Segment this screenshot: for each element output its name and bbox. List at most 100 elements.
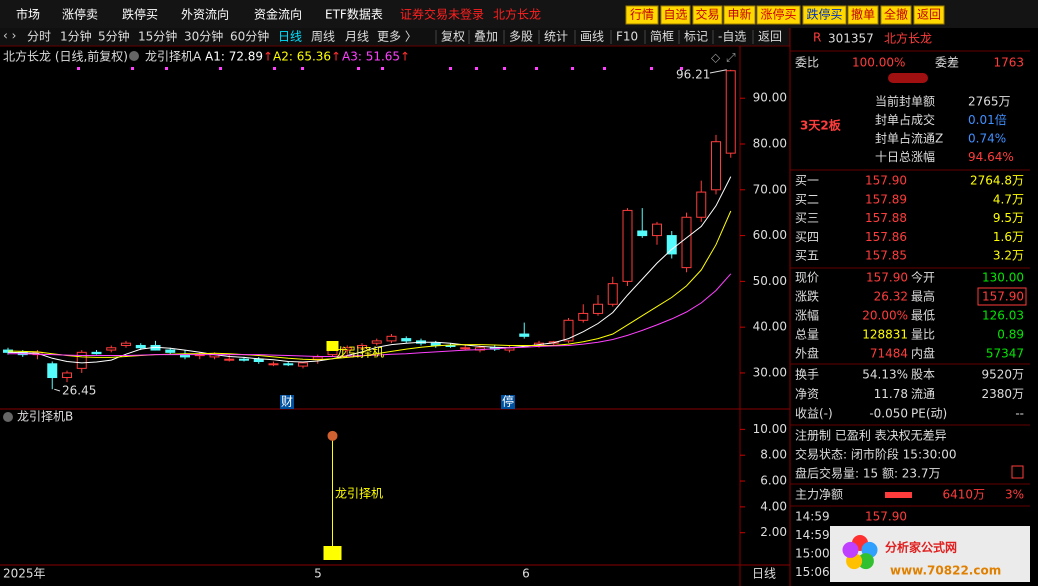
signal-text: 龙引择机 <box>335 487 383 501</box>
period-tab: 30分钟 <box>184 29 223 44</box>
period-tab: 1分钟 <box>60 29 92 44</box>
value: 2765万 <box>968 95 1011 109</box>
label: 净资 <box>795 387 819 401</box>
high-label: 96.21 <box>676 68 710 82</box>
tool-button: 多股 <box>509 30 533 44</box>
label: 今开 <box>911 270 935 285</box>
button-bg[interactable] <box>625 5 659 25</box>
logo-petal <box>857 553 874 570</box>
value: 157.89 <box>865 192 907 206</box>
value: 128831 <box>862 328 908 342</box>
ma-line <box>7 176 732 364</box>
y-tick-label: 40.00 <box>753 320 787 334</box>
candle-body <box>253 358 264 363</box>
value: 0.74% <box>968 132 1006 146</box>
label: 收益(-) <box>795 407 833 421</box>
chart-icon[interactable] <box>1011 465 1024 479</box>
period-tab: 15分钟 <box>138 29 177 44</box>
value: 54.13% <box>862 368 908 382</box>
value: 130.00 <box>982 271 1024 285</box>
icon[interactable] <box>129 51 139 61</box>
label: 涨幅 <box>795 308 819 323</box>
candle-body <box>283 363 294 366</box>
label: 买四 <box>795 230 819 244</box>
value: 0.01倍 <box>968 112 1007 127</box>
tool-button: 复权 <box>441 30 465 44</box>
y-tick-label: 8.00 <box>760 448 787 462</box>
value: 71484 <box>870 347 908 361</box>
label: 买二 <box>795 192 819 206</box>
logo-title: 分析家公式网 <box>885 540 957 555</box>
candle-body <box>563 319 574 342</box>
label: 涨跌 <box>795 289 819 304</box>
button: 交易 <box>695 7 719 22</box>
menu-item: 资金流向 <box>254 7 302 22</box>
candle-body <box>519 333 530 337</box>
y-tick-label: 10.00 <box>753 422 787 436</box>
candle-body <box>47 363 58 379</box>
button-bg[interactable] <box>802 5 847 25</box>
label: 最高 <box>911 289 935 304</box>
period-tab: 更多 〉 <box>377 30 417 44</box>
label: 当前封单额 <box>875 94 935 109</box>
candle-body <box>62 372 72 379</box>
menu-item: 市场 <box>16 7 40 22</box>
candle-body <box>298 362 308 367</box>
tick-time: 14:59 <box>795 528 830 542</box>
value: 126.03 <box>982 309 1024 323</box>
value: 157.90 <box>866 271 908 285</box>
y-tick-label: 30.00 <box>753 365 787 379</box>
value: 4.7万 <box>993 192 1024 206</box>
button: 行情 <box>630 8 654 22</box>
value: 157.88 <box>865 211 907 225</box>
value: 2380万 <box>981 387 1024 401</box>
value: 94.64% <box>968 150 1014 164</box>
button: 全撤 <box>884 7 908 22</box>
icon[interactable] <box>3 412 13 422</box>
note: 交易状态: 闭市阶段 15:30:00 <box>795 447 957 462</box>
candle-body <box>666 235 677 255</box>
nav-icon[interactable]: ‹ › <box>3 29 16 43</box>
button-bg[interactable] <box>847 5 879 25</box>
button-bg[interactable] <box>880 5 912 25</box>
value: 2764.8万 <box>970 174 1024 188</box>
chart-title: 北方长龙 (日线,前复权) <box>3 49 128 64</box>
y-tick-label: 4.00 <box>760 499 787 513</box>
value: -- <box>1015 407 1024 421</box>
candle-body <box>622 209 633 282</box>
legend-label: A3: 51.65 <box>342 50 400 64</box>
button-bg[interactable] <box>660 5 691 25</box>
x-label: 5 <box>314 567 322 581</box>
flow-bar <box>885 492 912 498</box>
y-tick-label: 80.00 <box>753 137 787 151</box>
button-bg[interactable] <box>723 5 756 25</box>
tool-button: -自选 <box>718 30 746 44</box>
button-bg[interactable] <box>913 5 945 25</box>
candle-body <box>401 338 412 342</box>
button: 申新 <box>727 7 751 22</box>
candle-body <box>652 223 662 237</box>
legend-label: A1: 72.89 <box>205 50 263 64</box>
value: 157.90 <box>865 174 907 188</box>
note: 盘后交易量: 15 额: 23.7万 <box>795 466 941 481</box>
icon[interactable]: ⤢ <box>725 51 736 65</box>
menu-stock: 北方长龙 <box>493 7 541 22</box>
signal-icon <box>327 430 338 441</box>
value: 3.2万 <box>993 249 1024 263</box>
badge-bg <box>812 31 822 44</box>
value: 1.6万 <box>993 230 1024 244</box>
label: 总量 <box>795 328 819 342</box>
button-bg[interactable] <box>756 5 801 25</box>
period-tab: 日线 <box>278 30 302 44</box>
expand-button[interactable] <box>888 73 928 83</box>
stock-code: 301357 <box>828 32 874 46</box>
signal-box <box>326 341 339 351</box>
value: 11.78 <box>874 387 908 401</box>
button-bg[interactable] <box>692 5 723 25</box>
candle-body <box>696 191 707 218</box>
highlight-box <box>977 287 1027 306</box>
candle-body <box>91 351 102 355</box>
tick-price: 157.90 <box>865 510 907 524</box>
icon[interactable]: ◇ <box>711 51 721 65</box>
